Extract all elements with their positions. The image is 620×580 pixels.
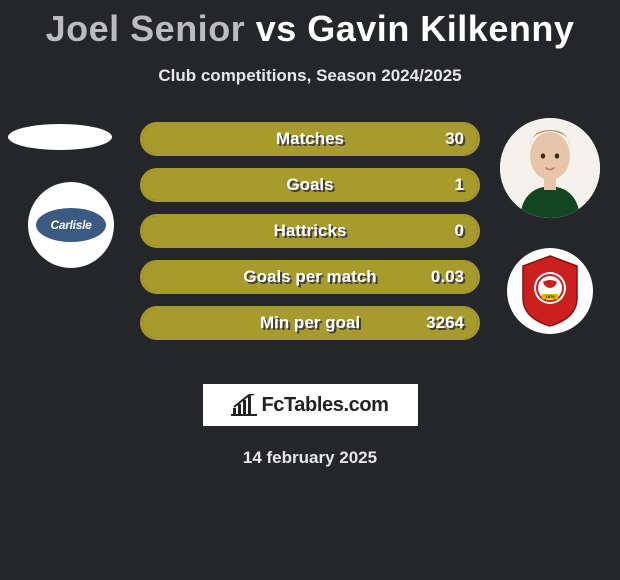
bar-label: Matches bbox=[276, 129, 344, 149]
bar-label: Goals bbox=[286, 175, 333, 195]
bar-value: 3264 bbox=[426, 313, 464, 333]
svg-text:1879: 1879 bbox=[546, 294, 556, 299]
left-column: Carlisle bbox=[8, 118, 123, 268]
comparison-title: Joel Senior vs Gavin Kilkenny bbox=[0, 0, 620, 50]
bar-value: 30 bbox=[445, 129, 464, 149]
bar-value: 0.03 bbox=[431, 267, 464, 287]
club-badge-swindon-svg: 1879 bbox=[519, 254, 581, 328]
club-badge-carlisle-text: Carlisle bbox=[51, 218, 92, 232]
bar-label: Hattricks bbox=[274, 221, 347, 241]
bar-value: 1 bbox=[455, 175, 464, 195]
snapshot-date: 14 february 2025 bbox=[0, 448, 620, 468]
player2-name: Gavin Kilkenny bbox=[307, 8, 574, 49]
fctables-logo-text: FcTables.com bbox=[261, 394, 388, 417]
right-column: 1879 bbox=[500, 118, 600, 334]
fctables-chart-icon bbox=[231, 394, 257, 416]
bar-goals-per-match: Goals per match 0.03 bbox=[140, 260, 480, 294]
player1-avatar-placeholder bbox=[8, 124, 112, 150]
player1-club-badge: Carlisle bbox=[28, 182, 114, 268]
bar-goals: Goals 1 bbox=[140, 168, 480, 202]
branding-box: FcTables.com bbox=[203, 384, 418, 426]
vs-label: vs bbox=[256, 8, 297, 49]
stat-bars: Matches 30 Goals 1 Hattricks 0 Goals per… bbox=[140, 122, 480, 352]
club-badge-carlisle-inner: Carlisle bbox=[36, 208, 106, 242]
bar-hattricks: Hattricks 0 bbox=[140, 214, 480, 248]
player2-avatar-svg bbox=[500, 118, 600, 218]
bar-label: Min per goal bbox=[260, 313, 360, 333]
competition-subtitle: Club competitions, Season 2024/2025 bbox=[0, 66, 620, 86]
bar-value: 0 bbox=[455, 221, 464, 241]
bar-label: Goals per match bbox=[243, 267, 376, 287]
bar-matches: Matches 30 bbox=[140, 122, 480, 156]
bar-min-per-goal: Min per goal 3264 bbox=[140, 306, 480, 340]
player2-avatar bbox=[500, 118, 600, 218]
player1-name: Joel Senior bbox=[46, 8, 246, 49]
comparison-content: Carlisle Matches 30 Goals 1 Hattricks 0 … bbox=[0, 118, 620, 358]
player2-club-badge: 1879 bbox=[507, 248, 593, 334]
